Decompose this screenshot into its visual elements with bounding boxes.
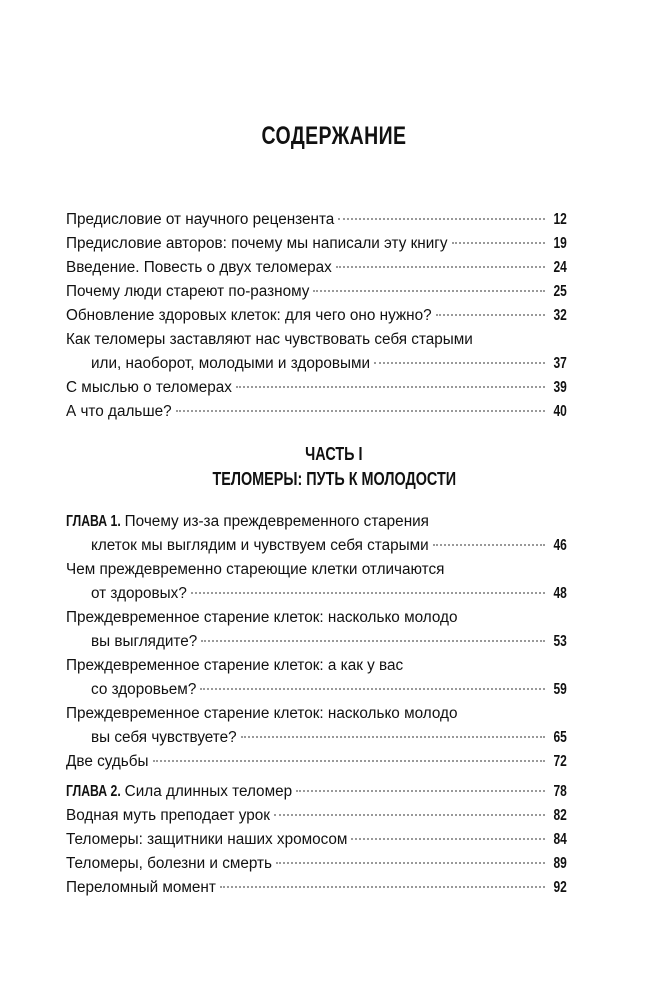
toc-entry-text: Преждевременное старение клеток: насколь…	[66, 705, 458, 722]
toc-entry-text: клеток мы выглядим и чувствуем себя стар…	[91, 537, 429, 554]
toc-entry-text: Сила длинных теломер	[124, 783, 293, 800]
page-number: 24	[553, 259, 567, 276]
toc-entry-line[interactable]: Две судьбы 72	[66, 750, 567, 774]
page-number: 19	[553, 235, 567, 252]
page-number: 48	[553, 585, 567, 602]
page-number: 37	[553, 355, 567, 372]
toc-entry-line[interactable]: Переломный момент 92	[66, 876, 567, 900]
toc-entry-line[interactable]: со здоровьем? 59	[66, 678, 567, 702]
toc-chapter-1: ГЛАВА 1. Почему из-за преждевременного с…	[66, 510, 567, 774]
part-number: ЧАСТЬ I	[305, 444, 363, 464]
toc-entry-line[interactable]: Преждевременное старение клеток: насколь…	[66, 702, 567, 726]
toc-entry-line[interactable]: Теломеры, болезни и смерть 89	[66, 852, 567, 876]
toc-entry-text: Предисловие авторов: почему мы написали …	[66, 235, 448, 252]
dot-leader	[313, 290, 546, 292]
toc-entry-text: Преждевременное старение клеток: насколь…	[66, 609, 458, 626]
toc-entry-line[interactable]: клеток мы выглядим и чувствуем себя стар…	[66, 534, 567, 558]
dot-leader	[201, 640, 546, 642]
toc-entry-text: со здоровьем?	[91, 681, 197, 698]
toc-entry-line[interactable]: Предисловие от научного рецензента 12	[66, 208, 567, 232]
page-number: 72	[553, 753, 567, 770]
toc-entry-text: Преждевременное старение клеток: а как у…	[66, 657, 404, 674]
dot-leader	[335, 266, 546, 268]
toc-entry-line[interactable]: от здоровых? 48	[66, 582, 567, 606]
page-number: 92	[553, 879, 567, 896]
page-number: 53	[553, 633, 567, 650]
chapter-label: ГЛАВА 1.	[66, 513, 121, 530]
toc-entry-text: Введение. Повесть о двух теломерах	[66, 259, 332, 276]
page-number: 59	[553, 681, 567, 698]
toc-entry-line[interactable]: Преждевременное старение клеток: а как у…	[66, 654, 567, 678]
toc-entry-text: от здоровых?	[91, 585, 187, 602]
dot-leader	[235, 386, 546, 388]
toc-entry-text: или, наоборот, молодыми и здоровыми	[91, 355, 371, 372]
page-number: 82	[553, 807, 567, 824]
page-number: 12	[553, 211, 567, 228]
page-number: 84	[553, 831, 567, 848]
dot-leader	[219, 886, 546, 888]
toc-entry-line[interactable]: А что дальше? 40	[66, 400, 567, 424]
dot-leader	[296, 790, 546, 792]
page-number: 40	[553, 403, 567, 420]
toc-entry-text: вы себя чувствуете?	[91, 729, 237, 746]
toc-entry-line[interactable]: Почему люди стареют по-разному 25	[66, 280, 567, 304]
dot-leader	[200, 688, 546, 690]
toc-entry-line[interactable]: Преждевременное старение клеток: насколь…	[66, 606, 567, 630]
dot-leader	[374, 362, 546, 364]
page-number: 39	[553, 379, 567, 396]
dot-leader	[435, 314, 546, 316]
toc-entry-text: Предисловие от научного рецензента	[66, 211, 335, 228]
toc-entry-line[interactable]: ГЛАВА 2. Сила длинных теломер 78	[66, 780, 567, 804]
part-title-text: ТЕЛОМЕРЫ: ПУТЬ К МОЛОДОСТИ	[212, 469, 456, 489]
page-number: 25	[553, 283, 567, 300]
toc-entry-line[interactable]: С мыслью о теломерах 39	[66, 376, 567, 400]
dot-leader	[152, 760, 546, 762]
page-number: 32	[553, 307, 567, 324]
part-label: ЧАСТЬ I	[0, 444, 668, 465]
dot-leader	[432, 544, 546, 546]
toc-front-matter: Предисловие от научного рецензента 12 Пред…	[66, 208, 567, 424]
dot-leader	[175, 410, 546, 412]
toc-chapter-2: ГЛАВА 2. Сила длинных теломер 78 Водная му…	[66, 780, 567, 900]
toc-entry-text: Теломеры: защитники наших хромосом	[66, 831, 348, 848]
toc-entry-line[interactable]: Введение. Повесть о двух теломерах 24	[66, 256, 567, 280]
toc-entry-line[interactable]: вы выглядите? 53	[66, 630, 567, 654]
toc-entry-text: Водная муть преподает урок	[66, 807, 270, 824]
toc-entry-line[interactable]: Предисловие авторов: почему мы написали …	[66, 232, 567, 256]
toc-entry-line[interactable]: Обновление здоровых клеток: для чего оно…	[66, 304, 567, 328]
toc-entry-text: Почему люди стареют по-разному	[66, 283, 310, 300]
dot-leader	[451, 242, 546, 244]
toc-entry-line[interactable]: Чем преждевременно стареющие клетки отли…	[66, 558, 567, 582]
toc-entry-text: вы выглядите?	[91, 633, 198, 650]
dot-leader	[276, 862, 546, 864]
toc-entry-line[interactable]: вы себя чувствуете? 65	[66, 726, 567, 750]
toc-entry-text: Две судьбы	[66, 753, 149, 770]
dot-leader	[240, 736, 546, 738]
dot-leader	[190, 592, 546, 594]
dot-leader	[273, 814, 546, 816]
toc-entry-line[interactable]: Как теломеры заставляют нас чувствовать …	[66, 328, 567, 352]
page-title: СОДЕРЖАНИЕ	[261, 122, 407, 150]
toc-entry-text: Почему из-за преждевременного старения	[124, 513, 429, 530]
dot-leader	[351, 838, 546, 840]
toc-entry-text: Как теломеры заставляют нас чувствовать …	[66, 331, 473, 348]
part-title: ТЕЛОМЕРЫ: ПУТЬ К МОЛОДОСТИ	[0, 469, 668, 490]
page-number: 65	[553, 729, 567, 746]
chapter-label: ГЛАВА 2.	[66, 783, 121, 800]
toc-entry-text: Теломеры, болезни и смерть	[66, 855, 273, 872]
toc-entry-text: А что дальше?	[66, 403, 172, 420]
dot-leader	[338, 218, 546, 220]
toc-entry-line[interactable]: или, наоборот, молодыми и здоровыми 37	[66, 352, 567, 376]
toc-entry-line[interactable]: Теломеры: защитники наших хромосом 84	[66, 828, 567, 852]
toc-entry-text: С мыслью о теломерах	[66, 379, 232, 396]
page-number: 89	[553, 855, 567, 872]
toc-entry-text: Обновление здоровых клеток: для чего оно…	[66, 307, 432, 324]
toc-entry-text: Переломный момент	[66, 879, 216, 896]
toc-entry-line[interactable]: Водная муть преподает урок 82	[66, 804, 567, 828]
page-number: 78	[553, 783, 567, 800]
page-number: 46	[553, 537, 567, 554]
toc-entry-text: Чем преждевременно стареющие клетки отли…	[66, 561, 445, 578]
toc-entry-line[interactable]: ГЛАВА 1. Почему из-за преждевременного с…	[66, 510, 567, 534]
